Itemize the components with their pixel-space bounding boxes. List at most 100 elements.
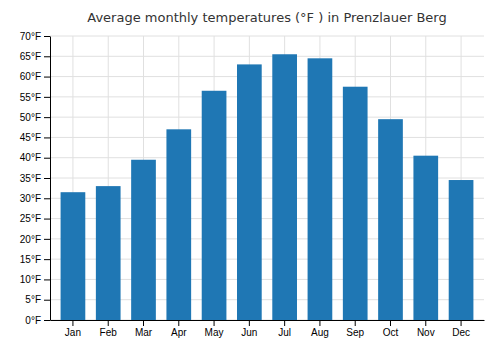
- x-tick: Feb: [100, 320, 118, 338]
- x-tick-mark: [390, 320, 391, 326]
- y-tick-label: 35°F: [20, 173, 41, 184]
- y-tick-mark: [44, 320, 50, 321]
- x-tick-label: Aug: [311, 327, 329, 338]
- plot: 0°F 5°F 10°F 15°F 20°F 25°F 30°F 35°F 40°F 45°F 50…: [20, 31, 485, 338]
- x-tick-label: Feb: [100, 327, 118, 338]
- bar: [272, 54, 297, 320]
- x-tick-mark: [249, 320, 250, 326]
- bars: [61, 54, 474, 320]
- x-tick-label: Apr: [171, 327, 187, 338]
- y-tick: 70°F: [20, 31, 50, 42]
- y-tick-label: 60°F: [20, 71, 41, 82]
- y-axis-line: [50, 37, 51, 321]
- y-tick-label: 45°F: [20, 132, 41, 143]
- grid-line-y: [50, 76, 484, 77]
- x-tick-mark: [425, 320, 426, 326]
- x-tick-label: Jul: [278, 327, 291, 338]
- x-tick-label: May: [205, 327, 224, 338]
- x-tick-mark: [461, 320, 462, 326]
- y-tick-mark: [44, 97, 50, 98]
- y-tick: 50°F: [20, 112, 50, 123]
- y-tick-label: 30°F: [20, 193, 41, 204]
- y-tick: 60°F: [20, 71, 50, 82]
- bar: [378, 119, 403, 320]
- y-tick-label: 10°F: [20, 274, 41, 285]
- x-tick-mark: [284, 320, 285, 326]
- x-tick: Nov: [417, 320, 435, 338]
- y-tick: 20°F: [20, 234, 50, 245]
- y-tick-label: 0°F: [25, 315, 41, 326]
- bar: [413, 156, 438, 320]
- y-tick-mark: [44, 239, 50, 240]
- x-tick: Jul: [278, 320, 291, 338]
- x-tick-label: Sep: [346, 327, 364, 338]
- y-tick-mark: [44, 137, 50, 138]
- grid: [50, 36, 484, 320]
- y-tick: 10°F: [20, 274, 50, 285]
- y-tick-label: 65°F: [20, 51, 41, 62]
- y-tick-label: 20°F: [20, 234, 41, 245]
- x-tick: Dec: [452, 320, 470, 338]
- x-tick-mark: [214, 320, 215, 326]
- y-tick: 35°F: [20, 173, 50, 184]
- bar: [449, 180, 474, 320]
- y-tick: 55°F: [20, 92, 50, 103]
- grid-line-y: [50, 36, 484, 37]
- y-tick: 25°F: [20, 213, 50, 224]
- y-tick: 5°F: [25, 294, 50, 305]
- y-tick-mark: [44, 158, 50, 159]
- x-tick-label: Oct: [383, 327, 399, 338]
- bar: [202, 91, 227, 320]
- x-tick-mark: [178, 320, 179, 326]
- x-tick-mark: [143, 320, 144, 326]
- x-axis: Jan Feb Mar Apr May Jun Jul Aug Sep Oct Nov Dec: [51, 320, 485, 338]
- x-tick: Jan: [65, 320, 81, 338]
- x-tick-mark: [72, 320, 73, 326]
- x-tick: Oct: [383, 320, 399, 338]
- x-tick-label: Dec: [452, 327, 470, 338]
- x-axis-line: [51, 320, 485, 321]
- bar: [166, 129, 191, 320]
- y-tick: 40°F: [20, 152, 50, 163]
- y-tick-mark: [44, 279, 50, 280]
- grid-line-y: [50, 117, 484, 118]
- y-tick-mark: [44, 117, 50, 118]
- title: Average monthly temperatures (°F ) in Pr…: [87, 10, 446, 25]
- x-tick: Apr: [171, 320, 187, 338]
- bar: [61, 192, 86, 320]
- y-tick-label: 5°F: [25, 294, 41, 305]
- x-tick-label: Jan: [65, 327, 81, 338]
- x-tick-label: Nov: [417, 327, 435, 338]
- y-tick-mark: [44, 259, 50, 260]
- y-tick-label: 25°F: [20, 213, 41, 224]
- grid-line-y: [50, 96, 484, 97]
- y-tick-mark: [44, 36, 50, 37]
- y-tick-label: 55°F: [20, 92, 41, 103]
- y-tick-label: 40°F: [20, 152, 41, 163]
- y-axis: 0°F 5°F 10°F 15°F 20°F 25°F 30°F 35°F 40°F 45°F 50…: [20, 31, 51, 326]
- grid-line-y: [50, 137, 484, 138]
- x-tick: Aug: [311, 320, 329, 338]
- bar: [343, 87, 368, 320]
- chart-svg: 0°F 5°F 10°F 15°F 20°F 25°F 30°F 35°F 40°F 45°F 50…: [0, 0, 500, 350]
- y-tick: 15°F: [20, 254, 50, 265]
- y-tick-mark: [44, 198, 50, 199]
- y-tick: 45°F: [20, 132, 50, 143]
- chart-container: 0°F 5°F 10°F 15°F 20°F 25°F 30°F 35°F 40°F 45°F 50…: [0, 0, 500, 350]
- y-tick-mark: [44, 77, 50, 78]
- y-tick-mark: [44, 219, 50, 220]
- y-tick-label: 15°F: [20, 254, 41, 265]
- x-tick: Sep: [346, 320, 364, 338]
- y-tick: 30°F: [20, 193, 50, 204]
- y-tick: 65°F: [20, 51, 50, 62]
- x-tick-mark: [319, 320, 320, 326]
- x-tick-label: Jun: [241, 327, 257, 338]
- y-tick-mark: [44, 56, 50, 57]
- x-tick-label: Mar: [135, 327, 153, 338]
- x-tick-mark: [355, 320, 356, 326]
- y-tick-label: 50°F: [20, 112, 41, 123]
- bar: [96, 186, 121, 320]
- x-tick: May: [205, 320, 224, 338]
- bar: [237, 64, 262, 320]
- x-tick-mark: [108, 320, 109, 326]
